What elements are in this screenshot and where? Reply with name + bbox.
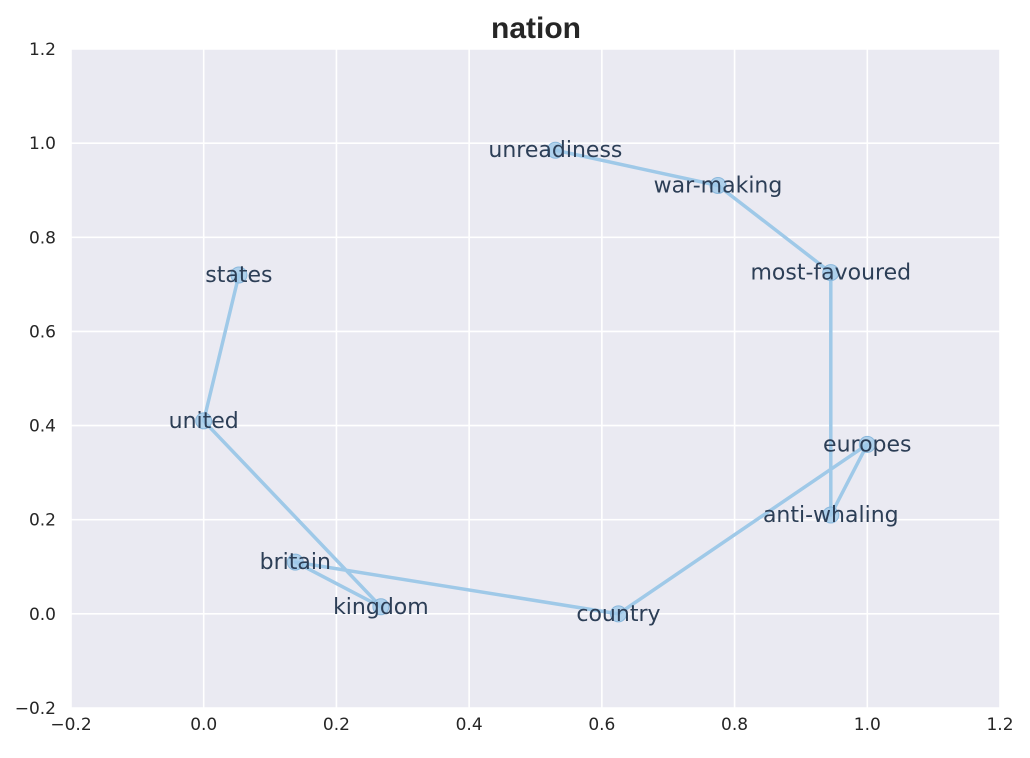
point-label: britain bbox=[260, 550, 331, 575]
point-label: war-making bbox=[654, 174, 783, 199]
data-point-marker bbox=[822, 264, 840, 282]
data-point-marker bbox=[372, 598, 390, 616]
y-tick-label: 1.2 bbox=[29, 40, 56, 60]
x-tick-label: 0.4 bbox=[456, 715, 483, 735]
y-tick-label: 0.0 bbox=[29, 605, 56, 625]
x-tick-label: 0.6 bbox=[588, 715, 615, 735]
point-label: country bbox=[576, 602, 660, 627]
y-tick-label: 0.4 bbox=[29, 417, 56, 437]
data-point-marker bbox=[546, 141, 564, 159]
x-tick-label: 1.0 bbox=[854, 715, 881, 735]
y-tick-label: 0.2 bbox=[29, 511, 56, 531]
data-point-marker bbox=[195, 412, 213, 430]
point-label: unreadiness bbox=[488, 138, 622, 163]
point-label: states bbox=[205, 263, 272, 288]
data-point-marker bbox=[286, 553, 304, 571]
y-tick-label: 1.0 bbox=[29, 134, 56, 154]
chart-title: nation bbox=[491, 12, 581, 45]
y-tick-label: −0.2 bbox=[15, 699, 56, 719]
point-label: kingdom bbox=[333, 595, 429, 620]
x-tick-label: 0.2 bbox=[323, 715, 350, 735]
x-tick-label: 0.8 bbox=[721, 715, 748, 735]
grid-lines bbox=[70, 48, 1001, 709]
data-point-marker bbox=[609, 605, 627, 623]
x-tick-label: −0.2 bbox=[50, 715, 91, 735]
point-label: anti-whaling bbox=[763, 503, 899, 528]
x-axis-ticks: −0.2 0.0 0.2 0.4 0.6 0.8 1.0 1.2 bbox=[50, 715, 1013, 735]
data-point-marker bbox=[858, 435, 876, 453]
data-point-marker bbox=[822, 506, 840, 524]
y-axis-ticks: −0.2 0.0 0.2 0.4 0.6 0.8 1.0 1.2 bbox=[15, 40, 56, 719]
point-label: most-favoured bbox=[750, 261, 911, 286]
x-tick-label: 1.2 bbox=[986, 715, 1013, 735]
plot-area bbox=[71, 49, 1000, 708]
series-line bbox=[201, 148, 870, 616]
data-point-marker bbox=[709, 177, 727, 195]
point-label: united bbox=[169, 409, 239, 434]
y-tick-label: 0.8 bbox=[29, 228, 56, 248]
x-tick-label: 0.0 bbox=[190, 715, 217, 735]
data-point-marker bbox=[230, 266, 248, 284]
y-tick-label: 0.6 bbox=[29, 322, 56, 342]
point-label: europes bbox=[823, 432, 911, 457]
